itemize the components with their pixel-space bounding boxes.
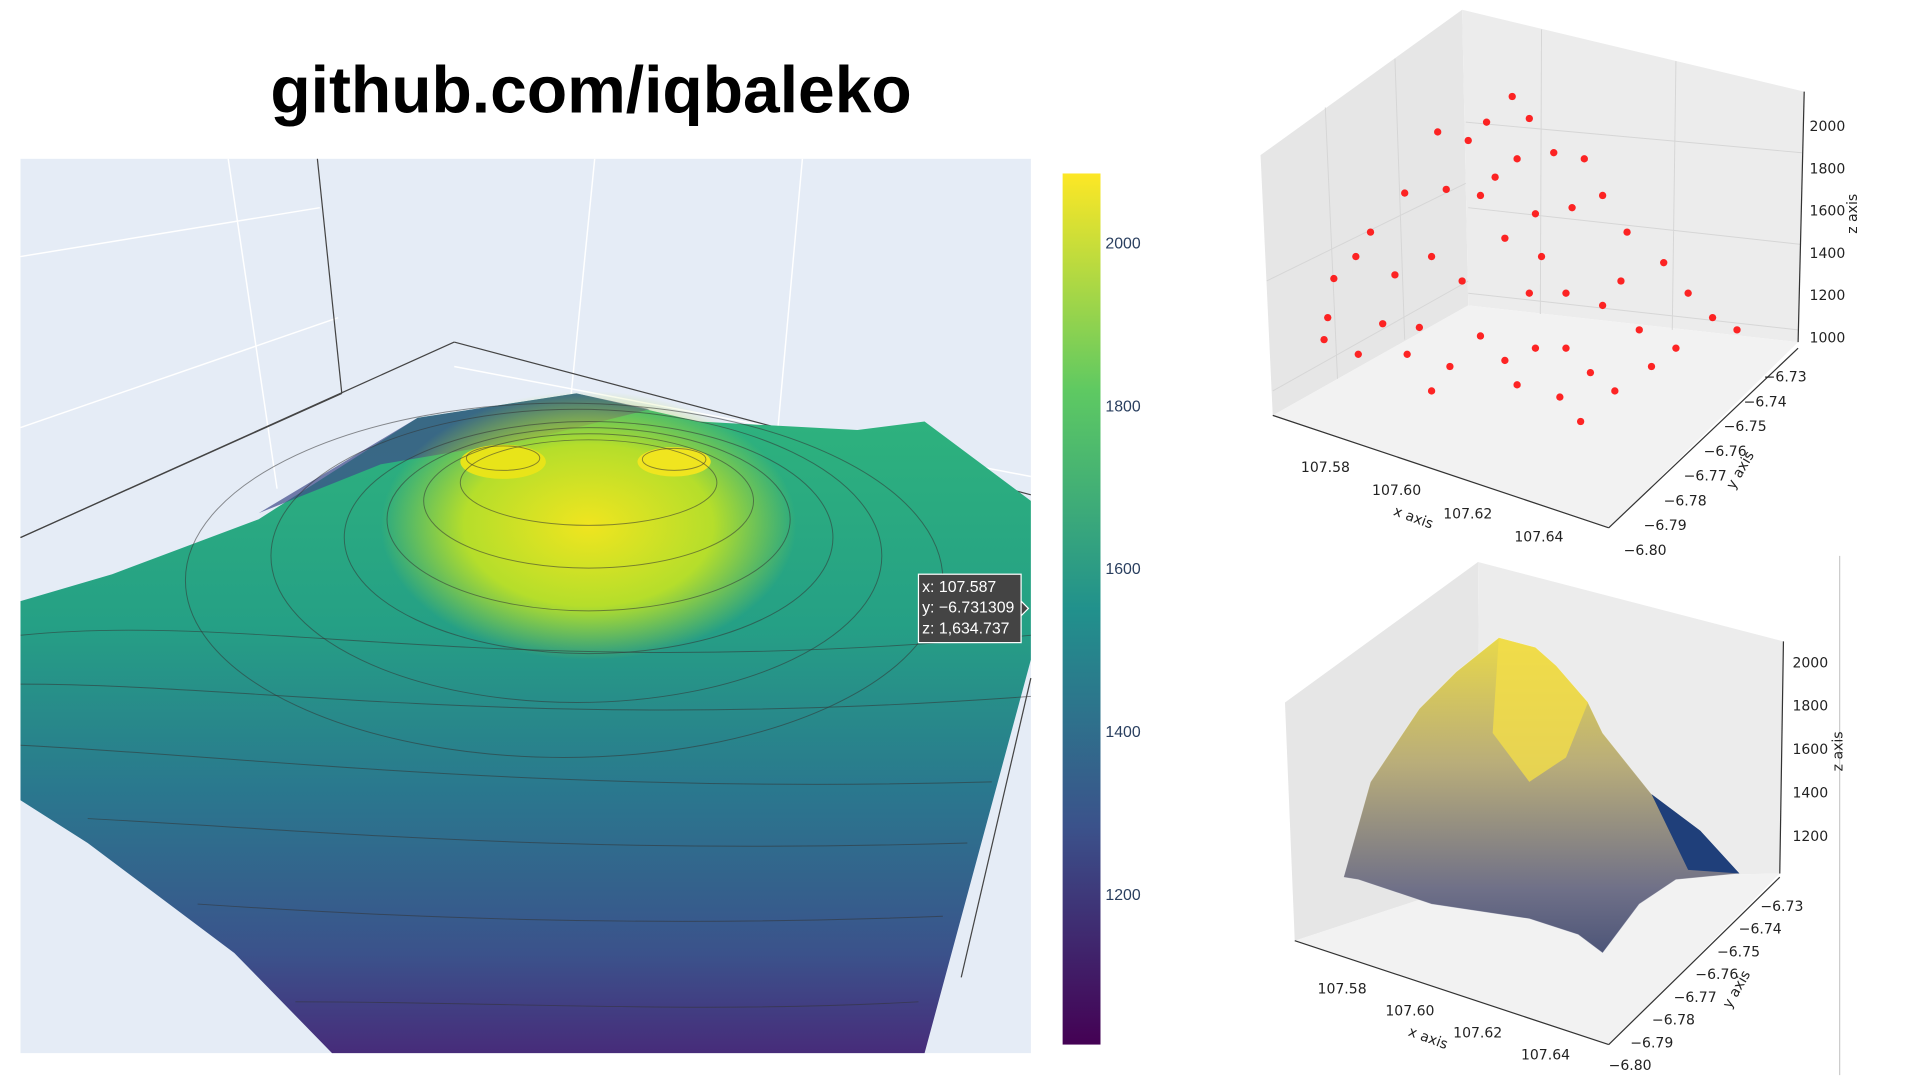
x-tick-label: 107.64 — [1514, 530, 1563, 546]
trisurf-peak — [1492, 637, 1588, 782]
axis-line — [1608, 876, 1781, 1046]
axis-line — [1294, 940, 1609, 1046]
y-tick-label: −6.79 — [1630, 1035, 1673, 1051]
pane — [1462, 9, 1805, 343]
axis-line — [1608, 347, 1799, 529]
colorbar-tick-label: 1800 — [1105, 398, 1140, 415]
pane — [1260, 9, 1469, 416]
x-tick-label: 107.58 — [1318, 982, 1367, 998]
axis-line — [1272, 414, 1609, 529]
axis-label: x axis — [1391, 504, 1435, 533]
z-tick-label: 1200 — [1810, 288, 1846, 304]
hover-text: x: 107.587 — [922, 579, 996, 596]
scene-grid — [777, 158, 804, 428]
scene-axis — [20, 392, 343, 539]
y-tick-label: −6.78 — [1652, 1013, 1695, 1029]
trisurf-scene — [1284, 555, 1841, 1076]
x-tick-label: 107.60 — [1385, 1004, 1434, 1020]
hover-label[interactable]: x: 107.587 y: −6.731309 z: 1,634.737 — [917, 573, 1030, 644]
page-title: github.com/iqbaleko — [270, 53, 911, 127]
z-tick-label: 1600 — [1810, 204, 1846, 220]
scene-grid — [569, 158, 596, 404]
x-tick-label: 107.60 — [1372, 483, 1421, 499]
hover-box — [917, 573, 1022, 644]
x-tick-label: 107.62 — [1443, 506, 1492, 522]
z-tick-label: 1000 — [1810, 330, 1846, 346]
hover-text: y: −6.731309 — [922, 600, 1014, 617]
x-tick-label: 107.58 — [1301, 460, 1350, 476]
scene-grid — [20, 206, 320, 258]
x-tick-label: 107.62 — [1453, 1026, 1502, 1042]
y-tick-label: −6.73 — [1764, 370, 1807, 386]
scatter-scene — [1260, 9, 1805, 529]
y-tick-label: −6.74 — [1744, 394, 1787, 410]
scene-grid — [227, 158, 278, 489]
surface-peak — [637, 447, 711, 477]
scene-axis — [316, 158, 343, 394]
z-tick-label: 1800 — [1810, 161, 1846, 177]
contours — [20, 402, 1031, 1008]
axis-line — [1797, 91, 1805, 343]
y-tick-label: −6.76 — [1695, 967, 1738, 983]
axis-label: z axis — [1845, 194, 1861, 234]
surface-scene: x: 107.587 y: −6.731309 z: 1,634.737 — [20, 158, 1101, 1054]
z-tick-label: 2000 — [1792, 655, 1828, 671]
z-tick-label: 1400 — [1810, 246, 1846, 262]
surface-peak — [460, 444, 546, 479]
z-tick-label: 1800 — [1792, 699, 1828, 715]
y-tick-label: −6.80 — [1624, 543, 1667, 559]
colorbar-tick-label: 1400 — [1105, 724, 1140, 741]
colorbar-tick-label: 1600 — [1105, 561, 1140, 578]
colorbar-tick-label: 2000 — [1105, 235, 1140, 252]
z-tick-label: 1400 — [1792, 786, 1828, 802]
hover-arrow — [1020, 599, 1030, 618]
z-tick-label: 2000 — [1810, 119, 1846, 135]
y-tick-label: −6.79 — [1644, 518, 1687, 534]
hover-text: z: 1,634.737 — [922, 620, 1010, 637]
axis-line — [1779, 641, 1785, 874]
y-tick-label: −6.78 — [1664, 493, 1707, 509]
scatter-points — [1320, 92, 1741, 426]
axis-label: z axis — [1830, 731, 1846, 771]
colorbar-tick-label: 1200 — [1105, 887, 1140, 904]
pane — [1272, 305, 1799, 528]
y-tick-label: −6.77 — [1684, 469, 1727, 485]
y-tick-label: −6.75 — [1724, 419, 1767, 435]
z-tick-label: 1200 — [1792, 829, 1828, 845]
y-tick-label: −6.76 — [1704, 444, 1747, 460]
y-tick-label: −6.77 — [1674, 990, 1717, 1006]
x-tick-label: 107.64 — [1521, 1048, 1570, 1064]
y-tick-label: −6.80 — [1609, 1058, 1652, 1074]
y-tick-label: −6.73 — [1760, 899, 1803, 915]
z-tick-label: 1600 — [1792, 742, 1828, 758]
trisurf-low — [1651, 794, 1740, 874]
y-tick-label: −6.75 — [1717, 944, 1760, 960]
scene-grid — [20, 316, 339, 429]
scene-axis — [960, 677, 1032, 978]
axis-label: x axis — [1406, 1024, 1450, 1053]
y-tick-label: −6.74 — [1739, 922, 1782, 938]
pane — [1294, 873, 1780, 1045]
colorbar — [1062, 173, 1101, 1045]
